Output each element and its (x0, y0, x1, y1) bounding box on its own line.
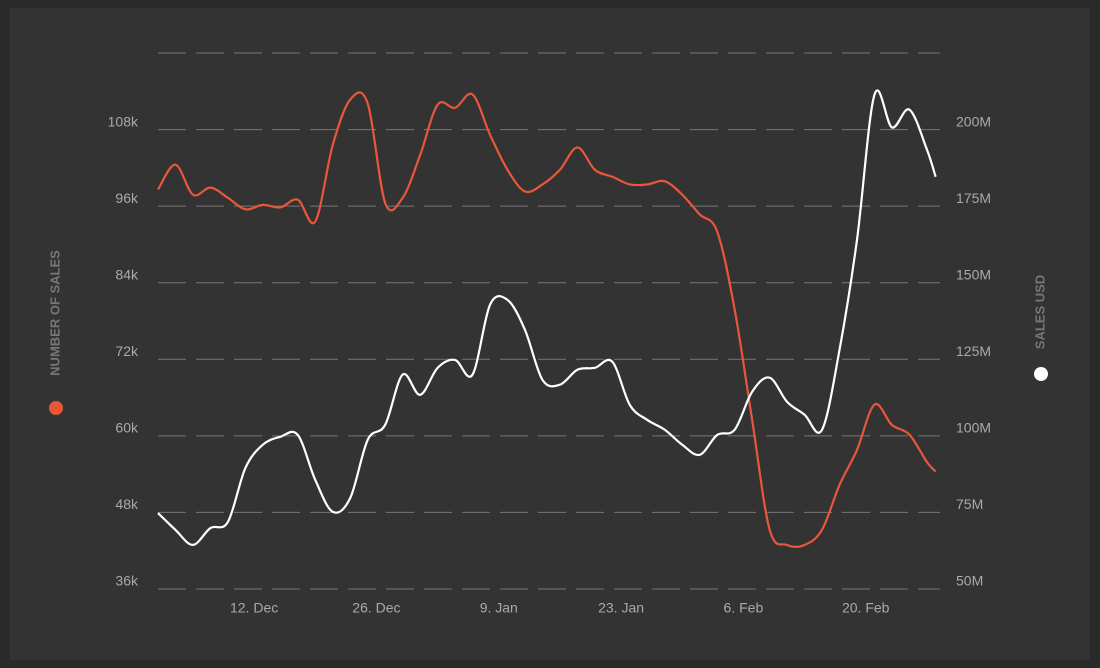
y2-tick-label: 50M (956, 573, 983, 589)
y2-tick-label: 100M (956, 420, 991, 436)
series-line (157, 89, 937, 546)
legend-dot (49, 401, 63, 415)
y2-axis-title: SALES USD (1032, 275, 1047, 349)
y2-tick-label: 200M (956, 113, 991, 129)
x-tick-label: 6. Feb (724, 600, 764, 616)
plot-background (10, 8, 1090, 660)
y-tick-label: 60k (115, 420, 139, 436)
y-tick-label: 96k (115, 190, 139, 206)
y2-tick-label: 150M (956, 266, 991, 282)
y2-tick-label: 175M (956, 190, 991, 206)
y-tick-label: 84k (115, 266, 139, 282)
x-tick-label: 20. Feb (842, 600, 890, 616)
y-tick-label: 108k (108, 113, 139, 129)
legend-dot (1034, 367, 1048, 381)
x-tick-label: 26. Dec (352, 600, 400, 616)
series-line (157, 91, 937, 548)
y-tick-label: 48k (115, 496, 139, 512)
x-tick-label: 9. Jan (480, 600, 518, 616)
y-axis-title: NUMBER OF SALES (47, 250, 62, 376)
y2-tick-label: 75M (956, 496, 983, 512)
y-tick-label: 72k (115, 343, 139, 359)
x-tick-label: 12. Dec (230, 600, 278, 616)
y2-tick-label: 125M (956, 343, 991, 359)
x-tick-label: 23. Jan (598, 600, 644, 616)
y-tick-label: 36k (115, 573, 139, 589)
